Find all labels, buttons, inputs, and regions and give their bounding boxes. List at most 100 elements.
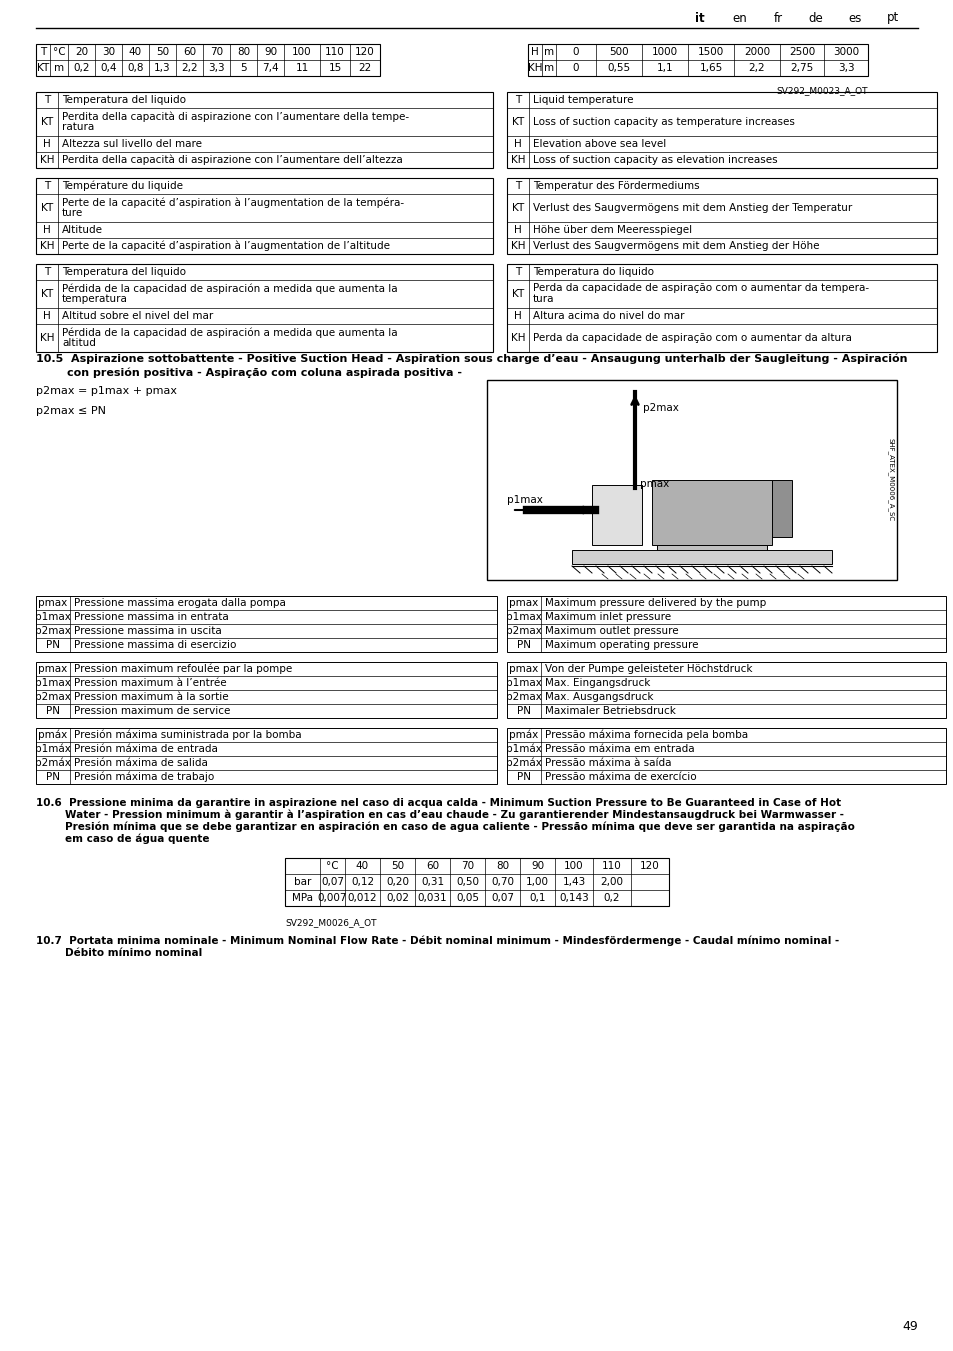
Text: Perdita della capacità di aspirazione con l’aumentare della tempe-: Perdita della capacità di aspirazione co… bbox=[62, 111, 409, 122]
Text: KT: KT bbox=[512, 289, 523, 299]
Text: PN: PN bbox=[517, 640, 531, 650]
Text: Water - Pression minimum à garantir à l’aspiration en cas d’eau chaude - Zu gara: Water - Pression minimum à garantir à l’… bbox=[36, 811, 843, 820]
Text: 0,07: 0,07 bbox=[491, 893, 514, 902]
Bar bbox=[36, 92, 493, 168]
Text: Verlust des Saugvermögens mit dem Anstieg der Höhe: Verlust des Saugvermögens mit dem Anstie… bbox=[533, 240, 819, 251]
Text: Pressione massima di esercizio: Pressione massima di esercizio bbox=[74, 640, 236, 650]
Text: KT: KT bbox=[512, 118, 523, 127]
Text: T: T bbox=[515, 95, 520, 105]
Text: Altitud sobre el nivel del mar: Altitud sobre el nivel del mar bbox=[62, 311, 213, 322]
Text: 50: 50 bbox=[155, 47, 169, 57]
Text: T: T bbox=[44, 181, 51, 190]
Text: 0,20: 0,20 bbox=[386, 877, 409, 888]
Text: Pressione massima erogata dalla pompa: Pressione massima erogata dalla pompa bbox=[74, 598, 286, 608]
Text: PN: PN bbox=[46, 707, 60, 716]
Text: Perte de la capacité d’aspiration à l’augmentation de l’altitude: Perte de la capacité d’aspiration à l’au… bbox=[62, 240, 390, 251]
Text: KT: KT bbox=[41, 118, 53, 127]
Text: °C: °C bbox=[52, 47, 65, 57]
Text: Temperatura do liquido: Temperatura do liquido bbox=[533, 267, 654, 277]
Text: 1,43: 1,43 bbox=[561, 877, 585, 888]
Text: 1,3: 1,3 bbox=[154, 63, 171, 73]
Text: KH: KH bbox=[40, 155, 54, 165]
Text: KH: KH bbox=[510, 155, 525, 165]
Text: Perda da capacidade de aspiração com o aumentar da altura: Perda da capacidade de aspiração com o a… bbox=[533, 332, 851, 343]
Text: Elevation above sea level: Elevation above sea level bbox=[533, 139, 665, 149]
Text: 10.7  Portata minima nominale - Minimum Nominal Flow Rate - Débit nominal minimu: 10.7 Portata minima nominale - Minimum N… bbox=[36, 936, 839, 947]
Text: p2max: p2max bbox=[505, 626, 541, 636]
Text: Débito mínimo nominal: Débito mínimo nominal bbox=[36, 948, 202, 958]
Text: m: m bbox=[543, 47, 554, 57]
Text: 2,00: 2,00 bbox=[599, 877, 623, 888]
Text: temperatura: temperatura bbox=[62, 295, 128, 304]
Text: Höhe über dem Meeresspiegel: Höhe über dem Meeresspiegel bbox=[533, 226, 691, 235]
Text: 15: 15 bbox=[328, 63, 341, 73]
Text: 0,55: 0,55 bbox=[607, 63, 630, 73]
Text: KT: KT bbox=[512, 203, 523, 213]
Text: Maximaler Betriebsdruck: Maximaler Betriebsdruck bbox=[544, 707, 675, 716]
Text: Pressione massima in entrata: Pressione massima in entrata bbox=[74, 612, 229, 621]
Text: KT: KT bbox=[41, 203, 53, 213]
Text: bar: bar bbox=[294, 877, 311, 888]
Text: 90: 90 bbox=[264, 47, 276, 57]
Text: Loss of suction capacity as temperature increases: Loss of suction capacity as temperature … bbox=[533, 118, 794, 127]
Text: pmax: pmax bbox=[509, 663, 538, 674]
Text: p2max: p2max bbox=[35, 692, 71, 703]
Text: Pression maximum à la sortie: Pression maximum à la sortie bbox=[74, 692, 229, 703]
Text: es: es bbox=[847, 12, 861, 24]
Text: KH: KH bbox=[510, 332, 525, 343]
Text: 3,3: 3,3 bbox=[208, 63, 225, 73]
Text: Pressão máxima fornecida pela bomba: Pressão máxima fornecida pela bomba bbox=[544, 730, 747, 740]
Bar bbox=[506, 263, 936, 353]
Text: Maximum inlet pressure: Maximum inlet pressure bbox=[544, 612, 670, 621]
Text: 0,2: 0,2 bbox=[603, 893, 619, 902]
Text: Maximum operating pressure: Maximum operating pressure bbox=[544, 640, 698, 650]
Text: 100: 100 bbox=[563, 861, 583, 871]
Text: 120: 120 bbox=[355, 47, 375, 57]
Text: T: T bbox=[44, 267, 51, 277]
Text: p2máx: p2máx bbox=[505, 758, 541, 769]
Text: 120: 120 bbox=[639, 861, 659, 871]
Text: 1000: 1000 bbox=[651, 47, 678, 57]
Text: p2max ≤ PN: p2max ≤ PN bbox=[36, 407, 106, 416]
Text: 0: 0 bbox=[572, 47, 578, 57]
Text: PN: PN bbox=[46, 771, 60, 782]
Bar bbox=[506, 728, 945, 784]
Bar bbox=[506, 178, 936, 254]
Text: Presión máxima suministrada por la bomba: Presión máxima suministrada por la bomba bbox=[74, 730, 301, 740]
Text: Perda da capacidade de aspiração com o aumentar da tempera-: Perda da capacidade de aspiração com o a… bbox=[533, 284, 868, 293]
Text: 60: 60 bbox=[183, 47, 196, 57]
Text: H: H bbox=[514, 139, 521, 149]
Text: Altitude: Altitude bbox=[62, 226, 103, 235]
Text: T: T bbox=[44, 95, 51, 105]
Text: SV292_M0026_A_OT: SV292_M0026_A_OT bbox=[285, 917, 376, 927]
Text: 60: 60 bbox=[425, 861, 438, 871]
Text: Température du liquide: Température du liquide bbox=[62, 181, 183, 192]
Text: Perte de la capacité d’aspiration à l’augmentation de la tempéra-: Perte de la capacité d’aspiration à l’au… bbox=[62, 197, 404, 208]
Bar bbox=[36, 178, 493, 254]
Text: 0,07: 0,07 bbox=[320, 877, 344, 888]
Text: 0,05: 0,05 bbox=[456, 893, 478, 902]
Text: altitud: altitud bbox=[62, 338, 95, 349]
Text: 0,031: 0,031 bbox=[417, 893, 447, 902]
Text: pmax: pmax bbox=[509, 598, 538, 608]
Text: Liquid temperature: Liquid temperature bbox=[533, 95, 633, 105]
Text: 0,12: 0,12 bbox=[351, 877, 374, 888]
Text: p1max: p1max bbox=[505, 612, 541, 621]
Text: Perdita della capacità di aspirazione con l’aumentare dell’altezza: Perdita della capacità di aspirazione co… bbox=[62, 155, 402, 165]
Text: p1max: p1max bbox=[506, 494, 542, 505]
Text: Pérdida de la capacidad de aspiración a medida que aumenta la: Pérdida de la capacidad de aspiración a … bbox=[62, 284, 397, 293]
Text: 49: 49 bbox=[902, 1320, 917, 1332]
Text: Pérdida de la capacidad de aspiración a medida que aumenta la: Pérdida de la capacidad de aspiración a … bbox=[62, 327, 397, 338]
Text: H: H bbox=[43, 226, 51, 235]
Bar bbox=[36, 728, 497, 784]
Text: p2max: p2max bbox=[35, 626, 71, 636]
Text: 80: 80 bbox=[496, 861, 509, 871]
Text: 70: 70 bbox=[210, 47, 223, 57]
Bar bbox=[36, 662, 497, 717]
Text: p2max = p1max + pmax: p2max = p1max + pmax bbox=[36, 386, 177, 396]
Text: 0,007: 0,007 bbox=[317, 893, 347, 902]
Text: H: H bbox=[43, 139, 51, 149]
Text: 0,012: 0,012 bbox=[347, 893, 377, 902]
Text: en: en bbox=[732, 12, 746, 24]
Text: 10.6  Pressione minima da garantire in aspirazione nel caso di acqua calda - Min: 10.6 Pressione minima da garantire in as… bbox=[36, 798, 841, 808]
